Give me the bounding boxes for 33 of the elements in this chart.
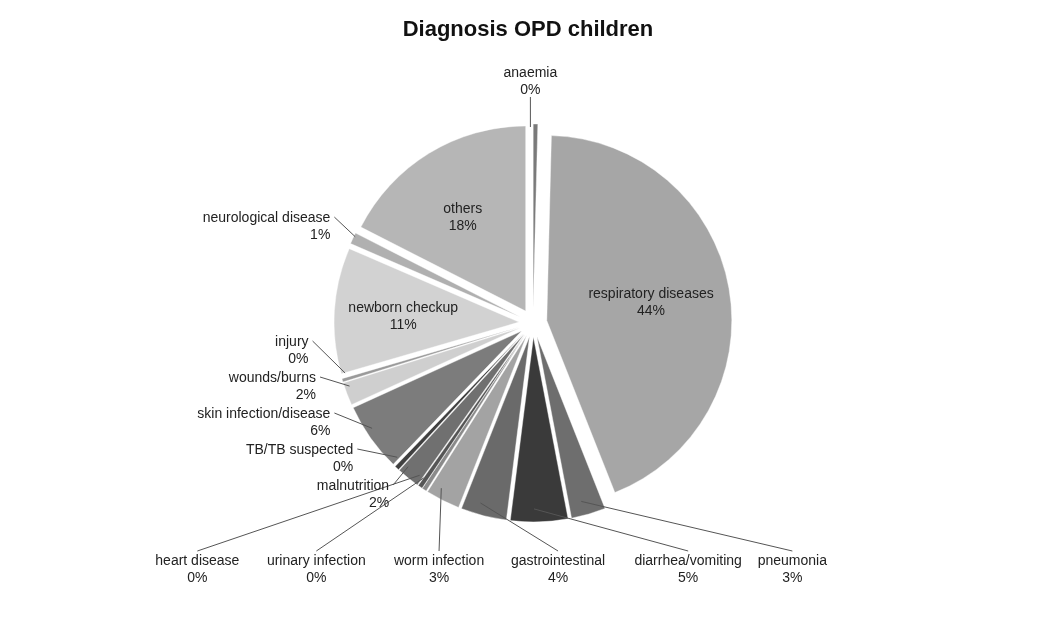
slice-label: respiratory diseases <box>588 285 714 302</box>
data-label: 11% <box>389 316 417 333</box>
data-label: 5% <box>678 569 699 585</box>
data-label: 1% <box>310 226 331 243</box>
slice-label: others <box>443 200 483 217</box>
data-label: 2% <box>295 386 317 402</box>
slice-label: diarrhea/vomiting <box>634 552 742 568</box>
slice-label: newborn checkup <box>348 299 459 316</box>
data-label: 0% <box>306 569 327 585</box>
data-label: 0% <box>187 569 208 585</box>
data-label: 0% <box>288 350 309 366</box>
slice-label: anaemia <box>503 64 558 80</box>
data-label: 3% <box>782 569 803 585</box>
chart-title: Diagnosis OPD children <box>402 16 654 41</box>
slice-label: injury <box>275 333 309 349</box>
slice-label: TB/TB suspected <box>245 441 354 457</box>
data-label: 4% <box>547 569 569 585</box>
data-label: 3% <box>428 569 450 585</box>
slice-label: malnutrition <box>316 477 390 493</box>
slice-label: heart disease <box>155 552 240 568</box>
data-label: 18% <box>448 217 477 234</box>
slice-label: pneumonia <box>757 552 828 568</box>
data-label: 44% <box>637 302 666 319</box>
slice-label: wounds/burns <box>227 369 317 385</box>
slice-label: worm infection <box>392 552 485 568</box>
data-label: 6% <box>310 422 331 438</box>
slice-label: gastrointestinal <box>510 552 606 568</box>
data-label: 0% <box>520 81 541 97</box>
slice-label: urinary infection <box>266 552 366 568</box>
data-label: 0% <box>333 458 354 474</box>
data-label: 2% <box>368 494 390 510</box>
slice-label: skin infection/disease <box>197 405 331 421</box>
slice-label: neurological disease <box>202 209 331 226</box>
